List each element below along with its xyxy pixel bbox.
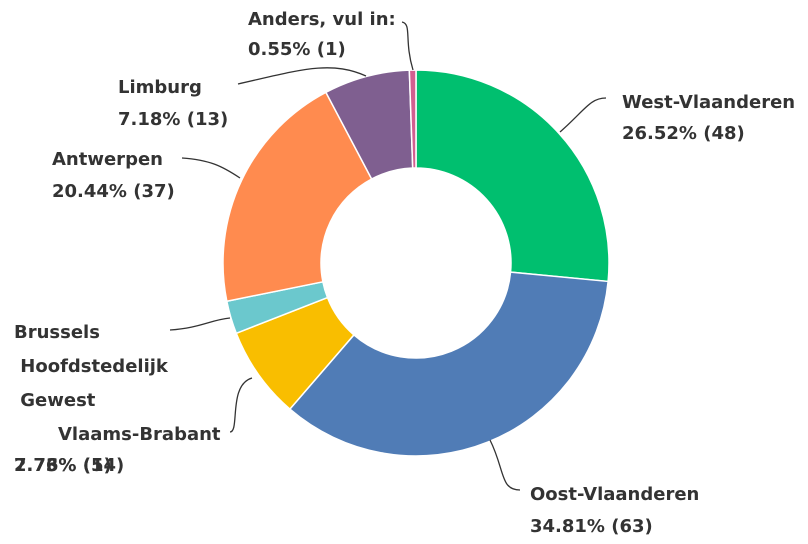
value-label: 2.76% (5) xyxy=(14,455,112,476)
slice-label: Antwerpen xyxy=(52,149,163,170)
value-label: 34.81% (63) xyxy=(530,516,653,537)
label-line: Hoofdstedelijk xyxy=(14,356,169,377)
donut-slice xyxy=(288,271,609,457)
leader-line xyxy=(559,97,607,133)
value-label: 7.18% (13) xyxy=(118,109,228,130)
leader-line xyxy=(237,67,367,85)
slice-label: West-Vlaanderen xyxy=(622,92,795,113)
leader-line xyxy=(229,377,253,433)
label-line: Gewest xyxy=(14,390,96,411)
slice-label: Anders, vul in: xyxy=(248,9,396,30)
leader-line xyxy=(181,157,241,179)
leader-line xyxy=(169,317,231,331)
donut-slice xyxy=(408,69,417,169)
leader-line xyxy=(489,439,521,491)
value-label: 0.55% (1) xyxy=(248,39,346,60)
slice-label: Vlaams-Brabant xyxy=(58,424,221,445)
label-line: Brussels xyxy=(14,322,100,343)
donut-slice xyxy=(222,91,373,303)
value-label: 7.73% (14) xyxy=(14,455,124,476)
leader-line xyxy=(401,21,414,71)
slice-label: Oost-Vlaanderen xyxy=(530,484,699,505)
donut-slice xyxy=(415,69,610,283)
slice-label: Brussels Hoofdstedelijk Gewest xyxy=(14,322,169,411)
value-label: 20.44% (37) xyxy=(52,181,175,202)
slice-label: Limburg xyxy=(118,77,202,98)
value-label: 26.52% (48) xyxy=(622,123,745,144)
